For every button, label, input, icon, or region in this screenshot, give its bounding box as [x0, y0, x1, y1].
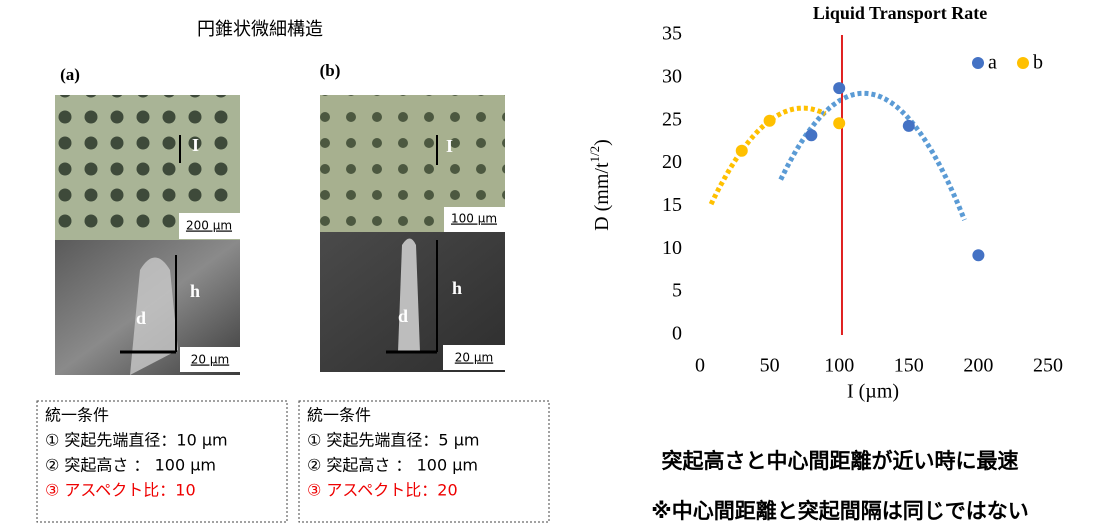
trendline: [781, 93, 965, 220]
condition: ③ アスペクト比：10: [45, 481, 196, 500]
y-tick-label: 5: [672, 280, 682, 302]
panel-label: (b): [320, 61, 341, 80]
scale-label: 20 µm: [455, 351, 493, 365]
condition: ③ アスペクト比：20: [307, 481, 458, 500]
diameter-label: d: [398, 306, 408, 326]
y-tick-label: 15: [662, 194, 682, 216]
y-tick-label: 30: [662, 65, 682, 87]
note: 突起高さと中心間距離が近い時に最速: [662, 449, 1019, 473]
height-label: h: [452, 278, 462, 298]
heading: 円錐状微細構造: [197, 19, 323, 40]
chart-title: Liquid Transport Rate: [813, 3, 987, 23]
x-tick-label: 50: [760, 355, 780, 377]
data-point: [805, 129, 817, 141]
condition: ② 突起高さ ： 100 µm: [45, 456, 216, 475]
scale-label: 200 µm: [186, 219, 232, 233]
y-label-suffix: ): [591, 139, 613, 146]
legend-label: a: [988, 52, 997, 74]
x-tick-label: 150: [894, 355, 924, 377]
data-point: [736, 145, 748, 157]
spacing-label: I: [192, 135, 199, 155]
scale-label: 100 µm: [451, 212, 497, 226]
slide: 円錐状微細構造 (a) I 200 µm h d 20 µm (b) I 100…: [0, 0, 1099, 529]
x-tick-label: 200: [963, 355, 993, 377]
diameter-label: d: [136, 308, 146, 328]
panel-label: (a): [60, 65, 80, 84]
data-point: [764, 115, 776, 127]
data-point: [833, 82, 845, 94]
condition: ① 突起先端直径：5 µm: [307, 431, 479, 450]
condition-title: 統一条件: [45, 406, 109, 425]
data-point: [903, 120, 915, 132]
y-label-sup: 1/2: [587, 146, 602, 163]
condition: ② 突起高さ ： 100 µm: [307, 456, 478, 475]
height-label: h: [190, 281, 200, 301]
data-point: [972, 249, 984, 261]
legend-label: b: [1033, 52, 1043, 74]
y-tick-label: 10: [662, 237, 682, 259]
data-point: [833, 117, 845, 129]
y-tick-label: 20: [662, 151, 682, 173]
legend-marker: [1017, 57, 1029, 69]
note: ※中心間距離と突起間隔は同じではない: [651, 499, 1028, 523]
condition: ① 突起先端直径：10 µm: [45, 431, 228, 450]
y-tick-label: 35: [662, 23, 682, 45]
y-tick-label: 25: [662, 108, 682, 130]
x-tick-label: 0: [695, 355, 705, 377]
x-tick-label: 100: [824, 355, 854, 377]
scale-label: 20 µm: [191, 353, 229, 367]
x-axis-label: I (µm): [847, 381, 899, 403]
x-tick-label: 250: [1033, 355, 1063, 377]
spacing-label: I: [446, 136, 453, 156]
y-axis-label: D (mm/t1/2): [587, 139, 613, 231]
condition-title: 統一条件: [307, 406, 371, 425]
y-label-text: D (mm/t: [591, 162, 613, 231]
legend-marker: [972, 57, 984, 69]
y-tick-label: 0: [672, 323, 682, 345]
